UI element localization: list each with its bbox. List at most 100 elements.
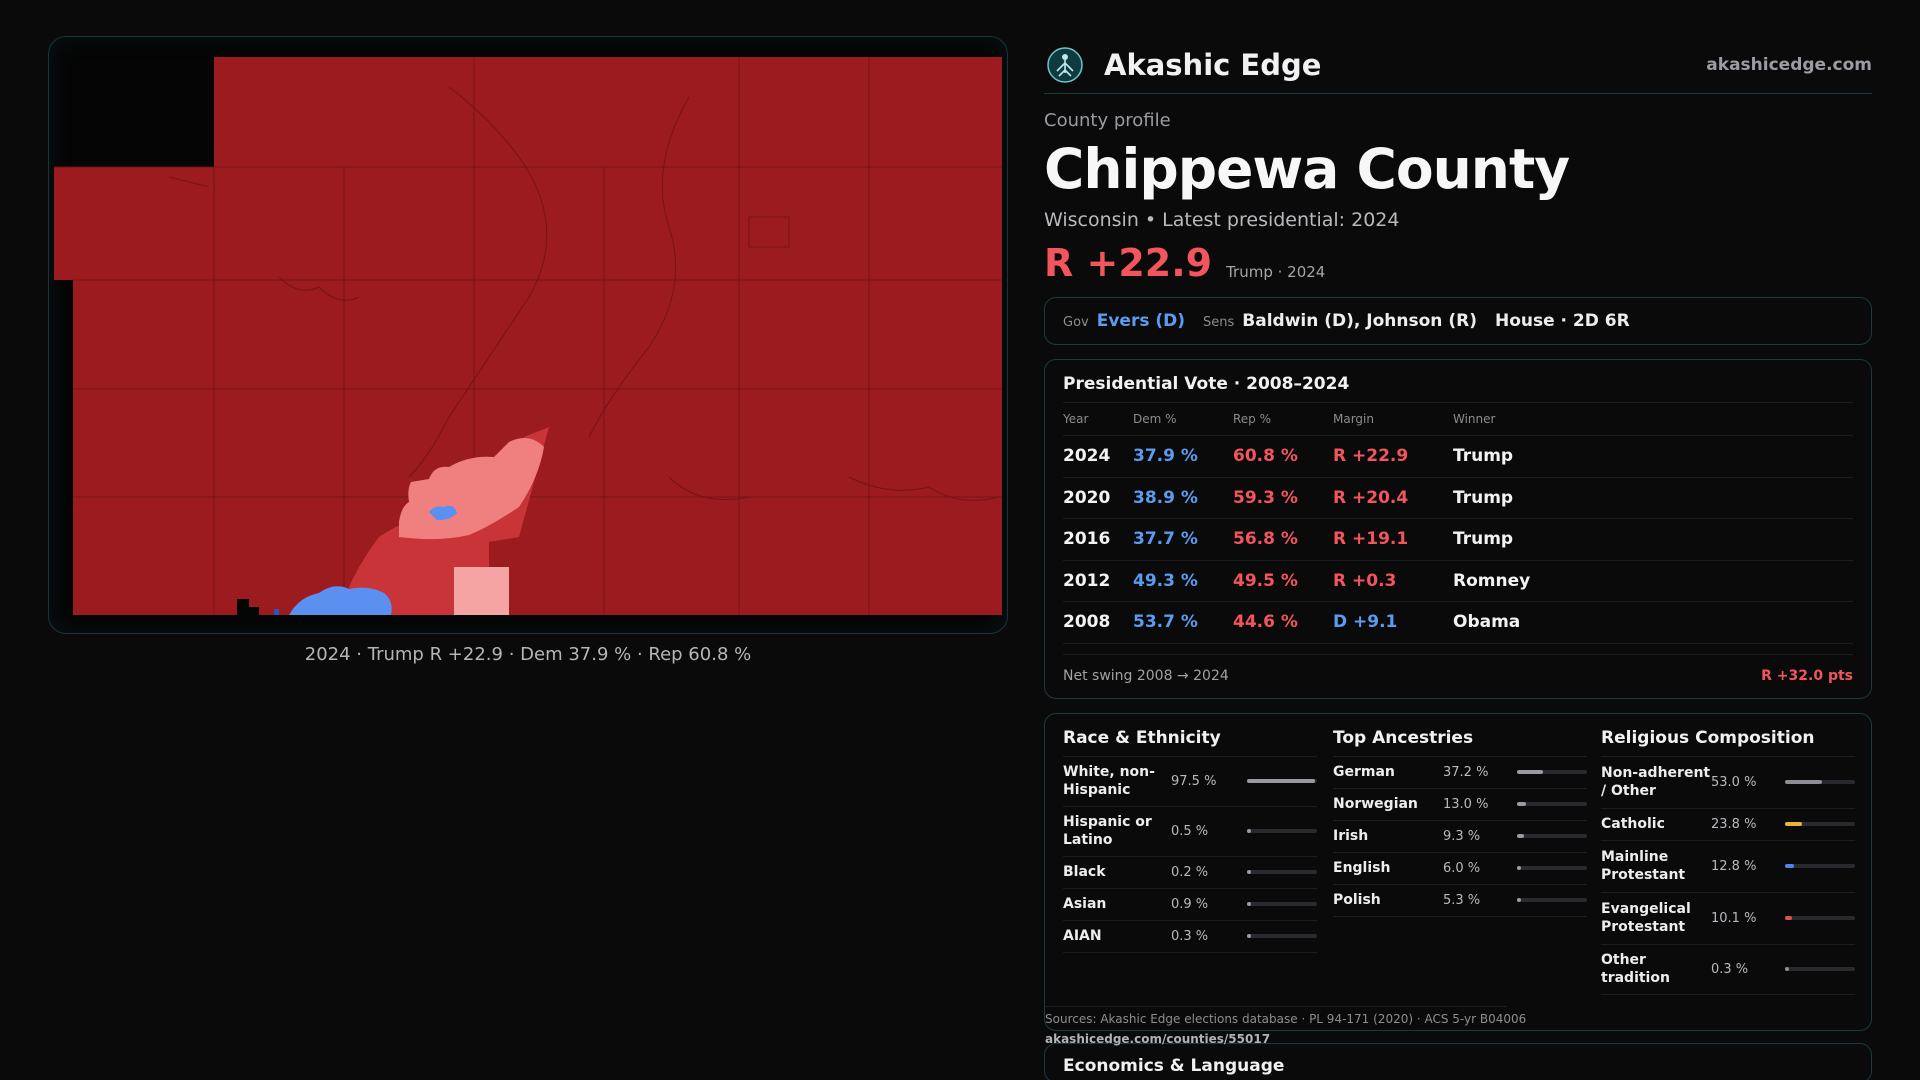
share-bar-fill — [1247, 829, 1251, 833]
share-bar-fill — [1517, 866, 1522, 870]
item-percent: 0.5 % — [1171, 823, 1209, 839]
table-row: 2016 37.7 % 56.8 % R +19.1 Trump — [1063, 519, 1853, 561]
swing-value: R +32.0 pts — [1761, 668, 1853, 684]
demographics-card: Race & Ethnicity White, non-Hispanic 97.5… — [1044, 712, 1872, 1046]
item-label: Hispanic or Latino — [1063, 814, 1152, 848]
row-year: 2024 — [1063, 446, 1111, 467]
brand-url-link[interactable]: akashicedge.com — [1706, 54, 1872, 75]
row-year: 2012 — [1063, 570, 1111, 591]
excluded-block-small — [249, 607, 259, 615]
sens-label: Sens — [1203, 315, 1235, 330]
officials-bar: Gov Evers (D) Sens Baldwin (D), Johnson … — [1044, 297, 1872, 345]
share-bar — [1785, 864, 1855, 868]
table-row: 2012 49.3 % 49.5 % R +0.3 Romney — [1063, 561, 1853, 602]
share-bar — [1517, 802, 1587, 806]
share-bar — [1247, 829, 1317, 833]
row-margin: R +22.9 — [1333, 446, 1409, 467]
row-winner: Trump — [1453, 446, 1514, 467]
share-bar-fill — [1247, 934, 1251, 938]
share-bar — [1247, 934, 1317, 938]
dem-precinct-city — [429, 505, 457, 521]
list-item: Catholic 23.8 % — [1601, 809, 1855, 841]
share-bar — [1785, 780, 1855, 784]
row-margin: R +19.1 — [1333, 529, 1409, 550]
share-bar-fill — [1785, 864, 1794, 868]
share-bar — [1785, 822, 1855, 826]
row-margin: R +0.3 — [1333, 570, 1397, 591]
item-percent: 0.9 % — [1171, 896, 1209, 912]
col-dem: Dem % — [1133, 412, 1177, 426]
row-dem: 53.7 % — [1133, 612, 1198, 633]
excluded-block — [237, 599, 249, 615]
share-bar — [1247, 902, 1317, 906]
akashic-logo-icon[interactable] — [1046, 46, 1084, 84]
share-bar-fill — [1785, 822, 1802, 826]
table-row: 2024 37.9 % 60.8 % R +22.9 Trump — [1063, 436, 1853, 478]
item-percent: 5.3 % — [1443, 892, 1481, 908]
row-rep: 59.3 % — [1233, 487, 1298, 508]
item-percent: 12.8 % — [1711, 858, 1757, 874]
share-bar-fill — [1517, 898, 1521, 902]
swing-label: Net swing 2008 → 2024 — [1063, 668, 1229, 684]
row-winner: Trump — [1453, 487, 1514, 508]
list-item: Irish 9.3 % — [1333, 821, 1587, 853]
list-item: Black 0.2 % — [1063, 857, 1317, 889]
race-column: Race & Ethnicity White, non-Hispanic 97.5… — [1063, 714, 1317, 953]
dark-dem-precinct — [274, 609, 279, 615]
light-r-precinct — [454, 567, 509, 615]
share-bar — [1247, 870, 1317, 874]
list-item: Evangelical Protestant 10.1 % — [1601, 893, 1855, 945]
vote-table-body: 2024 37.9 % 60.8 % R +22.9 Trump 2020 38… — [1063, 436, 1853, 644]
table-row: 2020 38.9 % 59.3 % R +20.4 Trump — [1063, 478, 1853, 519]
county-map-panel[interactable] — [48, 36, 1008, 634]
col-rep: Rep % — [1233, 412, 1272, 426]
item-percent: 0.2 % — [1171, 864, 1209, 880]
col-margin: Margin — [1333, 412, 1374, 426]
item-percent: 37.2 % — [1443, 764, 1489, 780]
item-percent: 53.0 % — [1711, 774, 1757, 790]
item-label: Irish — [1333, 828, 1369, 844]
sources-url-link[interactable]: akashicedge.com/counties/55017 — [1045, 1031, 1271, 1046]
county-precinct-map[interactable] — [49, 37, 1008, 634]
item-percent: 6.0 % — [1443, 860, 1481, 876]
county-shape — [54, 57, 1002, 615]
row-year: 2016 — [1063, 529, 1111, 550]
religion-title: Religious Composition — [1601, 714, 1855, 757]
religion-list: Non-adherent / Other 53.0 % Catholic 23.8 %… — [1601, 757, 1855, 995]
list-item: Non-adherent / Other 53.0 % — [1601, 757, 1855, 809]
economics-card: Economics & Language — [1044, 1042, 1872, 1080]
dem-precinct-south — [289, 586, 392, 615]
item-label: English — [1333, 860, 1391, 876]
row-rep: 60.8 % — [1233, 446, 1298, 467]
brand-header: Akashic Edge akashicedge.com — [1044, 36, 1872, 94]
share-bar — [1517, 866, 1587, 870]
ancestry-list: German 37.2 % Norwegian 13.0 % Irish 9.3 % Eng… — [1333, 757, 1587, 917]
ancestry-column: Top Ancestries German 37.2 % Norwegian 13.0… — [1333, 714, 1587, 917]
share-bar — [1785, 916, 1855, 920]
list-item: Asian 0.9 % — [1063, 889, 1317, 921]
row-rep: 56.8 % — [1233, 529, 1298, 550]
item-label: Non-adherent / Other — [1601, 765, 1711, 799]
brand-name[interactable]: Akashic Edge — [1104, 47, 1322, 82]
item-label: Norwegian — [1333, 796, 1418, 812]
state-subline: Wisconsin • Latest presidential: 2024 — [1044, 209, 1400, 231]
row-dem: 49.3 % — [1133, 570, 1198, 591]
profile-panel: Akashic Edge akashicedge.com County prof… — [1044, 36, 1872, 1080]
item-label: Other tradition — [1601, 952, 1670, 986]
row-year: 2020 — [1063, 487, 1111, 508]
row-rep: 44.6 % — [1233, 612, 1298, 633]
item-label: Catholic — [1601, 816, 1665, 832]
house-value: House · 2D 6R — [1494, 311, 1630, 331]
item-label: AIAN — [1063, 928, 1102, 944]
table-row: 2008 53.7 % 44.6 % D +9.1 Obama — [1063, 602, 1853, 644]
share-bar-fill — [1517, 770, 1544, 774]
race-list: White, non-Hispanic 97.5 % Hispanic or Lat… — [1063, 757, 1317, 953]
sources-divider — [1045, 1005, 1507, 1007]
share-bar — [1517, 898, 1587, 902]
share-bar-fill — [1247, 779, 1316, 783]
sources-text: Sources: Akashic Edge elections database… — [1045, 1011, 1527, 1026]
sources-note: Sources: Akashic Edge elections database… — [1045, 1005, 1527, 1049]
share-bar — [1785, 967, 1855, 971]
list-item: Other tradition 0.3 % — [1601, 945, 1855, 995]
presidential-title: Presidential Vote · 2008–2024 — [1063, 360, 1853, 403]
